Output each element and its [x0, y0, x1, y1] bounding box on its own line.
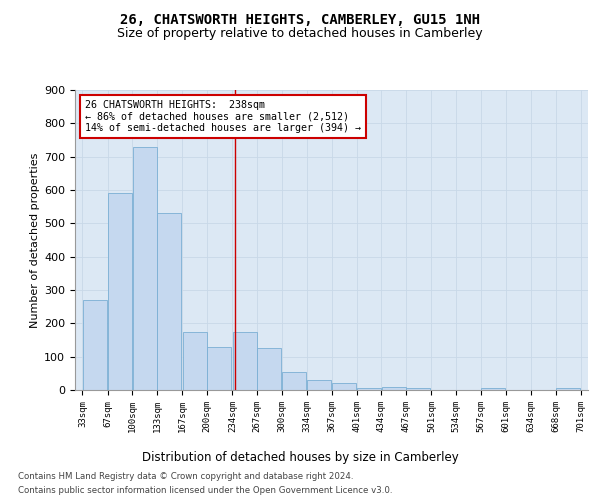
Text: Contains HM Land Registry data © Crown copyright and database right 2024.: Contains HM Land Registry data © Crown c… — [18, 472, 353, 481]
Bar — [182, 332, 207, 390]
Bar — [157, 214, 181, 390]
Bar — [108, 194, 132, 390]
Text: Distribution of detached houses by size in Camberley: Distribution of detached houses by size … — [142, 451, 458, 464]
Bar — [257, 348, 281, 390]
Bar — [307, 380, 331, 390]
Bar — [282, 372, 306, 390]
Text: Size of property relative to detached houses in Camberley: Size of property relative to detached ho… — [117, 28, 483, 40]
Bar — [83, 300, 107, 390]
Y-axis label: Number of detached properties: Number of detached properties — [30, 152, 40, 328]
Bar — [233, 332, 257, 390]
Text: 26, CHATSWORTH HEIGHTS, CAMBERLEY, GU15 1NH: 26, CHATSWORTH HEIGHTS, CAMBERLEY, GU15 … — [120, 12, 480, 26]
Bar — [382, 386, 406, 390]
Bar — [133, 146, 157, 390]
Bar — [556, 388, 580, 390]
Bar — [406, 388, 430, 390]
Bar — [332, 384, 356, 390]
Bar — [207, 346, 232, 390]
Bar — [357, 388, 381, 390]
Bar — [481, 388, 505, 390]
Text: 26 CHATSWORTH HEIGHTS:  238sqm
← 86% of detached houses are smaller (2,512)
14% : 26 CHATSWORTH HEIGHTS: 238sqm ← 86% of d… — [85, 100, 361, 133]
Text: Contains public sector information licensed under the Open Government Licence v3: Contains public sector information licen… — [18, 486, 392, 495]
